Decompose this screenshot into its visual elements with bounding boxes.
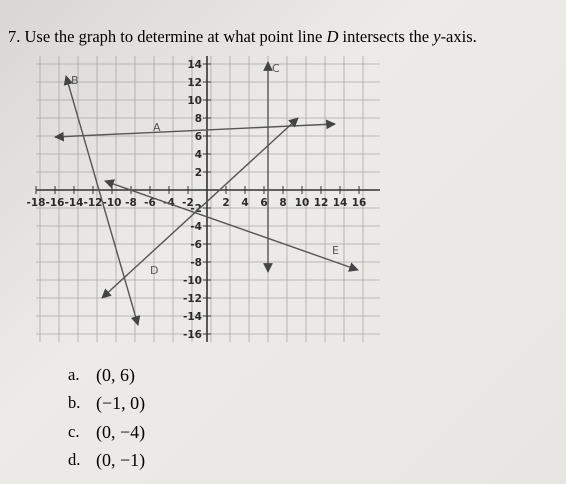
x-tick-label: 12 — [314, 197, 329, 209]
y-tick-label: -4 — [190, 221, 202, 233]
choice-text: (0, −4) — [96, 422, 145, 443]
question-text: -axis. — [441, 27, 477, 46]
question: 7. Use the graph to determine at what po… — [8, 27, 477, 46]
y-tick-label: 2 — [195, 167, 202, 179]
x-tick-label: 6 — [260, 197, 267, 209]
line-label: C — [272, 62, 280, 75]
x-tick-label: -14 — [65, 197, 84, 209]
y-tick-label: 14 — [187, 59, 202, 71]
line-e — [104, 179, 359, 272]
x-tick-label: 14 — [333, 197, 348, 209]
y-tick-label: -14 — [183, 311, 202, 323]
x-tick-label: 16 — [352, 197, 367, 209]
y-tick-label: -16 — [183, 329, 202, 341]
x-tick-label: -18 — [27, 197, 46, 209]
line-label: D — [150, 264, 158, 277]
x-tick-label: 4 — [241, 197, 248, 209]
x-tick-label: -10 — [103, 197, 122, 209]
question-text: intersects the — [338, 27, 433, 46]
y-tick-label: -12 — [183, 293, 202, 305]
x-tick-label: 2 — [222, 197, 229, 209]
question-var: D — [325, 27, 338, 46]
line-label: E — [332, 244, 339, 257]
question-var: y — [431, 27, 441, 46]
question-text: 7. Use the graph to determine at what po… — [8, 27, 326, 46]
y-tick-label: -8 — [190, 257, 202, 269]
x-tick-label: 8 — [279, 197, 286, 209]
y-tick-label: 6 — [195, 131, 202, 143]
y-tick-label: -6 — [190, 239, 202, 251]
line-label: A — [153, 121, 161, 134]
choices: a. (0, 6) b. (−1, 0) c. (0, −4) d. (0, −… — [68, 365, 145, 471]
choice-letter: a. — [68, 365, 79, 384]
choice-letter: b. — [68, 393, 80, 412]
y-tick-label: 4 — [195, 149, 202, 161]
line-label: B — [71, 74, 79, 87]
choice-letter: c. — [68, 422, 79, 441]
ticks: -18 -16 -14 -12 -10 -8 -6 -4 -2 2 4 6 8 10 12 14 1614121… — [27, 59, 367, 341]
x-tick-label: 10 — [295, 197, 310, 209]
y-tick-label: -10 — [183, 275, 202, 287]
x-tick-label: -12 — [84, 197, 103, 209]
x-tick-label: -16 — [46, 197, 65, 209]
choice-letter: d. — [68, 450, 80, 469]
choice-text: (0, −1) — [96, 450, 145, 471]
choice-text: (0, 6) — [96, 365, 135, 386]
y-tick-label: 10 — [187, 95, 202, 107]
choice-text: (−1, 0) — [96, 393, 145, 414]
y-tick-label: 12 — [187, 77, 202, 89]
x-tick-label: -8 — [125, 197, 137, 209]
y-tick-label: 8 — [195, 113, 202, 125]
